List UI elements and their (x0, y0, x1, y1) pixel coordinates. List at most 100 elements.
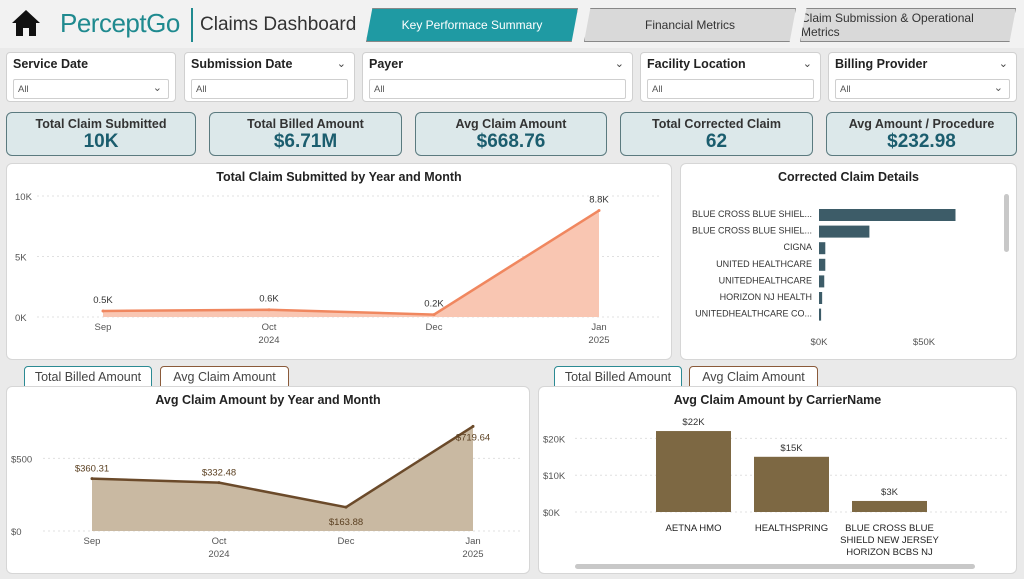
y-tick-label: $0 (11, 527, 22, 538)
chart-title: Avg Claim Amount by Year and Month (155, 393, 381, 407)
kpi-label: Avg Claim Amount (455, 117, 567, 131)
y-tick-label: 10K (15, 192, 33, 203)
bar (754, 456, 829, 512)
data-label: 0.2K (424, 299, 444, 310)
data-point (471, 424, 475, 428)
avg-claim-by-month-card: Avg Claim Amount by Year and Month $500 $… (6, 386, 530, 574)
home-icon[interactable] (10, 8, 42, 38)
filter-service-date: Service Date All ⌄ (6, 52, 176, 102)
category-label: BLUE CROSS BLUE SHIEL... (692, 209, 812, 219)
y-tick-label: $0K (543, 508, 561, 519)
bar (819, 225, 870, 238)
data-point (267, 308, 271, 312)
x-tick-label: Sep (84, 536, 101, 547)
toggle-total-billed-right[interactable]: Total Billed Amount (554, 366, 682, 388)
x-year-label: 2024 (208, 549, 229, 560)
y-tick-label: 0K (15, 313, 27, 324)
kpi-value: 10K (83, 131, 119, 152)
data-label: $360.31 (75, 464, 109, 475)
chevron-down-icon: ⌄ (152, 82, 162, 94)
y-tick-label: $20K (543, 434, 566, 445)
select-value: All (840, 84, 851, 95)
kpi-label: Total Corrected Claim (652, 117, 781, 131)
data-label: $163.88 (329, 517, 363, 528)
y-tick-label: $10K (543, 471, 566, 482)
area-fill (103, 210, 599, 317)
chevron-down-icon[interactable]: ⌄ (336, 58, 346, 70)
bar (819, 258, 826, 271)
data-label: $332.48 (202, 468, 236, 479)
x-year-label: 2025 (462, 549, 483, 560)
kpi-value: $668.76 (476, 131, 546, 152)
submission-date-select[interactable]: All (191, 79, 348, 99)
x-year-label: 2024 (258, 335, 279, 346)
avg-claim-by-carrier-card: Avg Claim Amount by CarrierName $20K $10K… (538, 386, 1017, 574)
x-tick-label: Jan (591, 322, 606, 333)
data-point (344, 505, 348, 509)
category-label: BLUE CROSS BLUE (845, 523, 934, 534)
toggle-avg-claim-right[interactable]: Avg Claim Amount (689, 366, 818, 388)
facility-location-select[interactable]: All (647, 79, 814, 99)
corrected-claim-chart: BLUE CROSS BLUE SHIEL... BLUE CROSS BLUE … (692, 209, 956, 348)
avg-claim-by-carrier-chart: $20K $10K $0K $22K AETNA HMO $15K HEALTHSPRING… (543, 417, 1009, 558)
top-bar: PerceptGo Claims Dashboard Key Performac… (0, 0, 1024, 48)
data-label: $719.64 (456, 432, 490, 443)
filter-facility-location: Facility Location ⌄ All (640, 52, 821, 102)
filter-label: Service Date (13, 57, 89, 71)
billing-provider-select[interactable]: All ⌄ (835, 79, 1010, 99)
category-label: UNITED HEALTHCARE (716, 259, 812, 269)
y-tick-label: 5K (15, 253, 27, 264)
service-date-select[interactable]: All ⌄ (13, 79, 169, 99)
area-fill (92, 426, 473, 531)
tab-claim-submission[interactable]: Claim Submission & Operational Metrics (800, 8, 1016, 42)
data-label: $3K (881, 487, 899, 498)
data-point (90, 477, 94, 481)
corrected-claim-card: Corrected Claim Details BLUE CROSS BLUE … (680, 163, 1017, 360)
payer-select[interactable]: All (369, 79, 626, 99)
logo-divider (191, 8, 193, 42)
bar (819, 275, 825, 288)
data-label: 0.6K (259, 294, 279, 305)
chevron-down-icon: ⌄ (993, 82, 1003, 94)
filter-payer: Payer ⌄ All (362, 52, 633, 102)
category-label: CIGNA (783, 242, 812, 252)
x-year-label: 2025 (588, 335, 609, 346)
claims-by-month-chart: 10K 5K 0K 0.5K Sep 0.6K Oct 0.2K Dec 8.8K Jan 2024 2… (15, 192, 662, 346)
x-tick-label: Dec (426, 322, 443, 333)
select-value: All (18, 84, 29, 95)
filter-label: Facility Location (647, 57, 746, 71)
chevron-down-icon[interactable]: ⌄ (802, 58, 812, 70)
kpi-value: $6.71M (273, 131, 338, 152)
category-label: BLUE CROSS BLUE SHIEL... (692, 226, 812, 236)
horizontal-scrollbar[interactable] (575, 564, 975, 569)
data-point (597, 209, 601, 213)
kpi-avg-claim-amount: Avg Claim Amount $668.76 (415, 112, 607, 156)
select-value: All (196, 84, 207, 95)
bar (852, 500, 927, 512)
x-tick-label: Oct (262, 322, 277, 333)
series-line (91, 425, 474, 509)
vertical-scrollbar[interactable] (1004, 194, 1009, 252)
tab-key-performance-summary[interactable]: Key Performace Summary (366, 8, 578, 42)
x-tick-label: $0K (811, 337, 829, 348)
data-label: 0.5K (93, 295, 113, 306)
category-label: HORIZON NJ HEALTH (720, 292, 812, 302)
chart-title: Corrected Claim Details (777, 170, 920, 184)
data-label: 8.8K (589, 195, 609, 206)
data-point (101, 309, 105, 313)
category-label: UNITEDHEALTHCARE CO... (695, 309, 812, 319)
filter-label: Submission Date (191, 57, 293, 71)
data-point (217, 481, 221, 485)
tab-financial-metrics[interactable]: Financial Metrics (584, 8, 796, 42)
chevron-down-icon[interactable]: ⌄ (614, 58, 624, 70)
category-label: UNITEDHEALTHCARE (719, 275, 812, 285)
select-value: All (652, 84, 663, 95)
toggle-total-billed-left[interactable]: Total Billed Amount (24, 366, 152, 388)
toggle-avg-claim-left[interactable]: Avg Claim Amount (160, 366, 289, 388)
kpi-total-billed-amount: Total Billed Amount $6.71M (209, 112, 402, 156)
chevron-down-icon[interactable]: ⌄ (998, 58, 1008, 70)
kpi-label: Avg Amount / Procedure (848, 117, 995, 131)
x-tick-label: $50K (913, 337, 936, 348)
chart-title: Avg Claim Amount by CarrierName (673, 393, 882, 407)
category-label: SHIELD NEW JERSEY (840, 535, 939, 546)
